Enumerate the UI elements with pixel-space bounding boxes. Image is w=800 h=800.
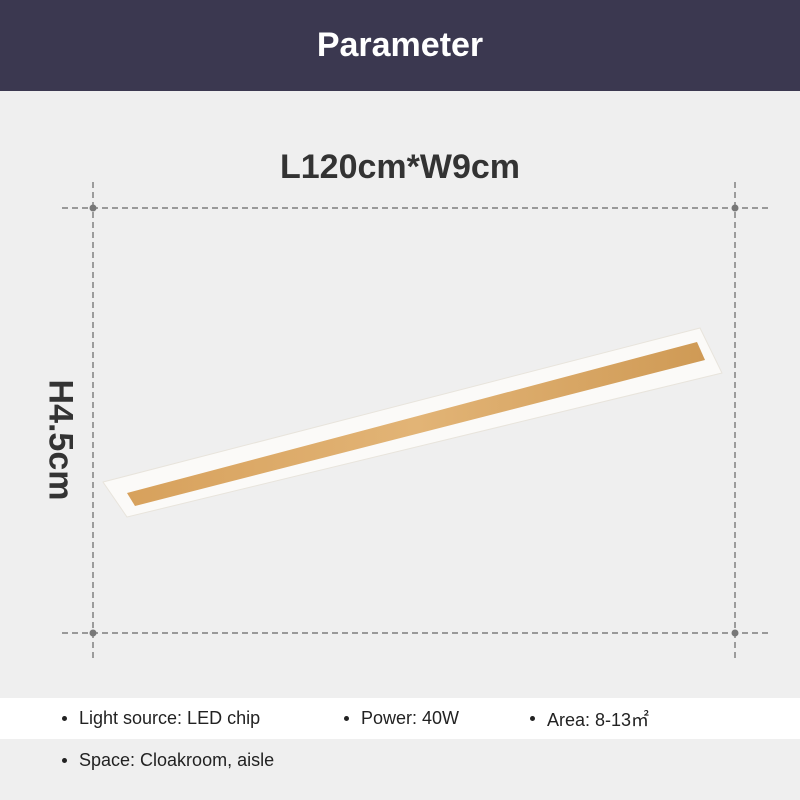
length-width-label: L120cm*W9cm xyxy=(279,148,520,186)
bullet-icon xyxy=(344,716,349,721)
bullet-icon xyxy=(62,758,67,763)
dimension-guides xyxy=(62,182,772,658)
corner-dot xyxy=(731,204,739,212)
corner-dot xyxy=(731,629,739,637)
bullet-icon xyxy=(62,716,67,721)
specs-row: Space: Cloakroom, aisle xyxy=(0,740,800,781)
spec-label: Power: 40W xyxy=(361,708,460,728)
spec-label: Space: Cloakroom, aisle xyxy=(79,750,275,770)
specs-row: Light source: LED chip Power: 40W Area: … xyxy=(0,698,800,739)
corner-dot xyxy=(89,629,97,637)
spec-item: Space: Cloakroom, aisle xyxy=(62,750,274,771)
header-banner: Parameter xyxy=(0,0,800,91)
spec-label: Light source: LED chip xyxy=(79,708,261,728)
spec-item: Area: 8-13㎡ xyxy=(530,706,649,732)
spec-item: Light source: LED chip xyxy=(62,708,260,729)
corner-dot xyxy=(89,204,97,212)
spec-label: Area: 8-13㎡ xyxy=(547,709,650,730)
bullet-icon xyxy=(530,716,535,721)
page-title: Parameter xyxy=(316,26,484,64)
height-label: H4.5cm xyxy=(41,379,80,501)
spec-item: Power: 40W xyxy=(344,708,459,729)
lamp-wood-strip xyxy=(127,342,705,506)
